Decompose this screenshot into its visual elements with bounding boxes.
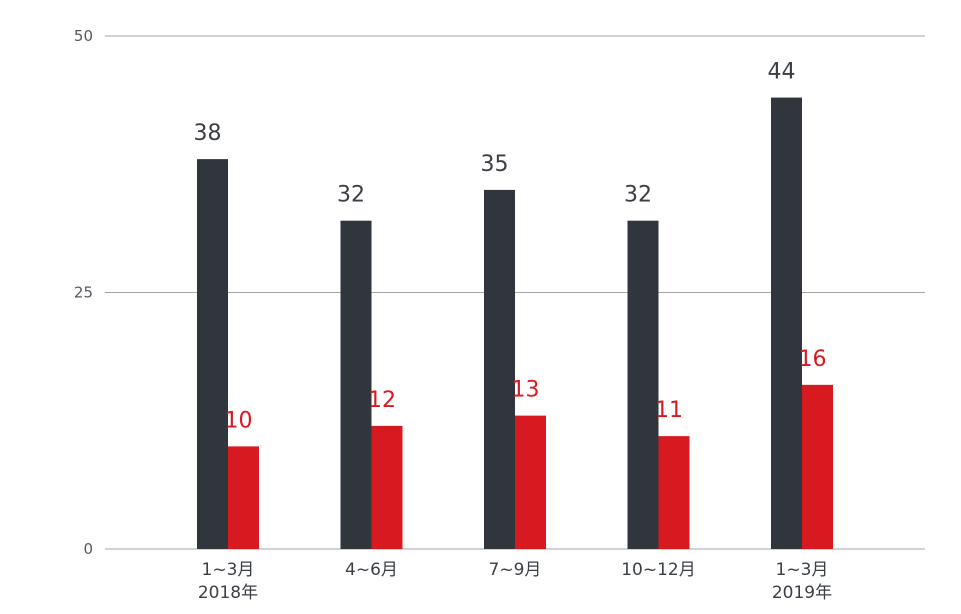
x-tick-line: 1~3月 (776, 560, 829, 580)
x-tick-line: 1~3月 (202, 560, 255, 580)
y-tick-label: 25 (74, 284, 93, 302)
data-label: 38 (194, 121, 222, 146)
bar (771, 97, 802, 549)
data-label: 10 (225, 408, 253, 433)
bar (197, 159, 228, 549)
bar (228, 446, 259, 549)
data-labels: 38 10 32 12 35 13 32 11 44 16 (194, 60, 827, 434)
y-tick-label: 0 (83, 540, 93, 558)
data-label: 32 (624, 183, 652, 208)
y-tick-label: 50 (74, 27, 93, 45)
x-tick-line: 7~9月 (489, 560, 542, 580)
bar (802, 384, 833, 549)
bar (627, 220, 659, 549)
data-label: 11 (655, 398, 683, 423)
x-tick-line: 4~6月 (345, 560, 398, 580)
bar (515, 415, 546, 549)
data-label: 13 (512, 378, 540, 403)
x-tick-label: 7~9月 (489, 560, 542, 580)
bar (484, 189, 515, 549)
x-tick-line: 2019年 (772, 583, 832, 603)
x-axis-ticks: 1~3月 2018年 4~6月 7~9月 10~12月 1~3月 2019年 (198, 560, 832, 603)
x-tick-line: 10~12月 (621, 560, 696, 580)
data-label: 32 (337, 183, 365, 208)
x-tick-label: 4~6月 (345, 560, 398, 580)
x-tick-label: 1~3月 2018年 (198, 560, 258, 603)
bars (197, 97, 833, 549)
x-tick-label: 1~3月 2019年 (772, 560, 832, 603)
bar (371, 425, 403, 549)
x-tick-line: 2018年 (198, 583, 258, 603)
bar (340, 220, 372, 549)
x-tick-label: 10~12月 (621, 560, 696, 580)
data-label: 44 (768, 60, 796, 85)
data-label: 35 (481, 152, 509, 177)
data-label: 16 (799, 347, 827, 372)
data-label: 12 (368, 388, 396, 413)
bar (658, 436, 690, 549)
y-axis-ticks: 0 25 50 (74, 27, 93, 558)
